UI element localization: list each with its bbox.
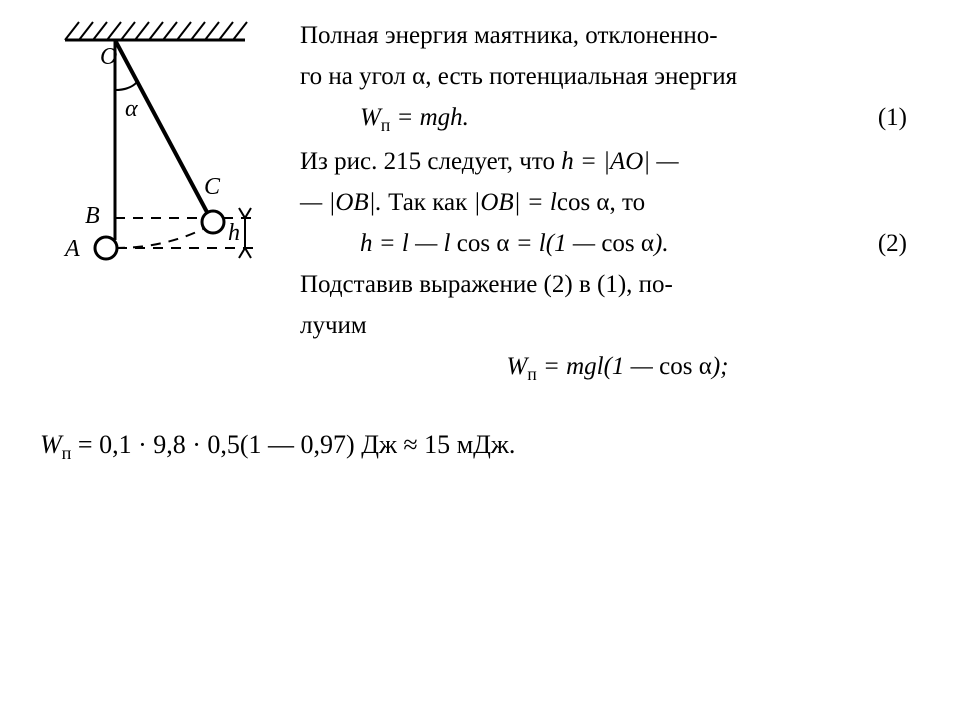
ceiling-hatch	[65, 22, 247, 40]
final-b: = 0,1 · 9,8 · 0,5(1 — 0,97)	[71, 430, 361, 459]
p2b-math: — |OB|.	[300, 189, 382, 216]
dim-h	[239, 208, 251, 258]
eq2-lhs: h = l — l	[360, 230, 457, 257]
eq3-W: W	[507, 353, 528, 380]
p2b-end: то	[616, 189, 645, 216]
para-1-line-2: го на угол α, есть потенциальная энергия	[300, 59, 935, 94]
para-1-line-1: Полная энергия маятника, отклоненно-	[300, 18, 935, 53]
equation-3: Wп = mgl(1 — cos α);	[300, 349, 935, 387]
para-3-line-2: лучим	[300, 308, 935, 343]
eq1-rest: = mgh.	[390, 104, 469, 131]
final-unit2: мДж.	[457, 430, 516, 459]
final-W: W	[40, 430, 62, 459]
equation-1: Wп = mgh. (1)	[300, 100, 935, 138]
p2b-cos: cos α,	[557, 189, 616, 216]
label-A: A	[63, 236, 80, 262]
label-h: h	[228, 220, 240, 246]
final-calculation: Wп = 0,1 · 9,8 · 0,5(1 — 0,97) Дж ≈ 15 м…	[40, 430, 920, 464]
page: O α B A C h Полная энергия маятника, отк…	[0, 0, 960, 720]
para-2-line-1: Из рис. 215 следует, что h = |AO| —	[300, 144, 935, 179]
bob-C	[202, 211, 224, 233]
eq3-b: = mgl(1 —	[537, 353, 659, 380]
eq3-c: );	[712, 353, 729, 380]
final-c: ≈ 15	[397, 430, 457, 459]
eq1-sub: п	[381, 115, 390, 135]
eq1-number: (1)	[878, 100, 907, 135]
eq2-number: (2)	[878, 226, 907, 261]
equation-2: h = l — l cos α = l(1 — cos α). (2)	[300, 226, 935, 261]
p2b-math2: |OB| = l	[473, 189, 556, 216]
para-2-line-2: — |OB|. Так как |OB| = lcos α, то	[300, 185, 935, 220]
eq3-sub: п	[527, 364, 536, 384]
label-B: B	[85, 203, 100, 229]
para-3-line-1: Подставив выражение (2) в (1), по-	[300, 267, 935, 302]
text-column: Полная энергия маятника, отклоненно- го …	[300, 18, 935, 392]
final-sub: п	[62, 443, 72, 463]
p2a-text: Из рис. 215 следует, что	[300, 148, 561, 175]
eq1-W: W	[360, 104, 381, 131]
p2b-rest: Так как	[382, 189, 474, 216]
eq2-cos2: cos α	[601, 230, 654, 257]
eq2-mid: = l(1 —	[509, 230, 601, 257]
pendulum-diagram: O α B A C h	[30, 18, 275, 298]
bob-A	[95, 237, 117, 259]
label-C: C	[204, 174, 221, 200]
rod-OC	[115, 40, 208, 214]
eq2-rhs: ).	[654, 230, 669, 257]
eq3-cos: cos α	[659, 353, 712, 380]
p2a-math: h = |AO| —	[561, 148, 678, 175]
label-O: O	[100, 44, 117, 70]
swing-arc	[115, 228, 205, 248]
label-alpha: α	[125, 96, 138, 122]
angle-arc	[115, 82, 137, 90]
eq2-cos: cos α	[457, 230, 510, 257]
final-unit1: Дж	[361, 430, 397, 459]
